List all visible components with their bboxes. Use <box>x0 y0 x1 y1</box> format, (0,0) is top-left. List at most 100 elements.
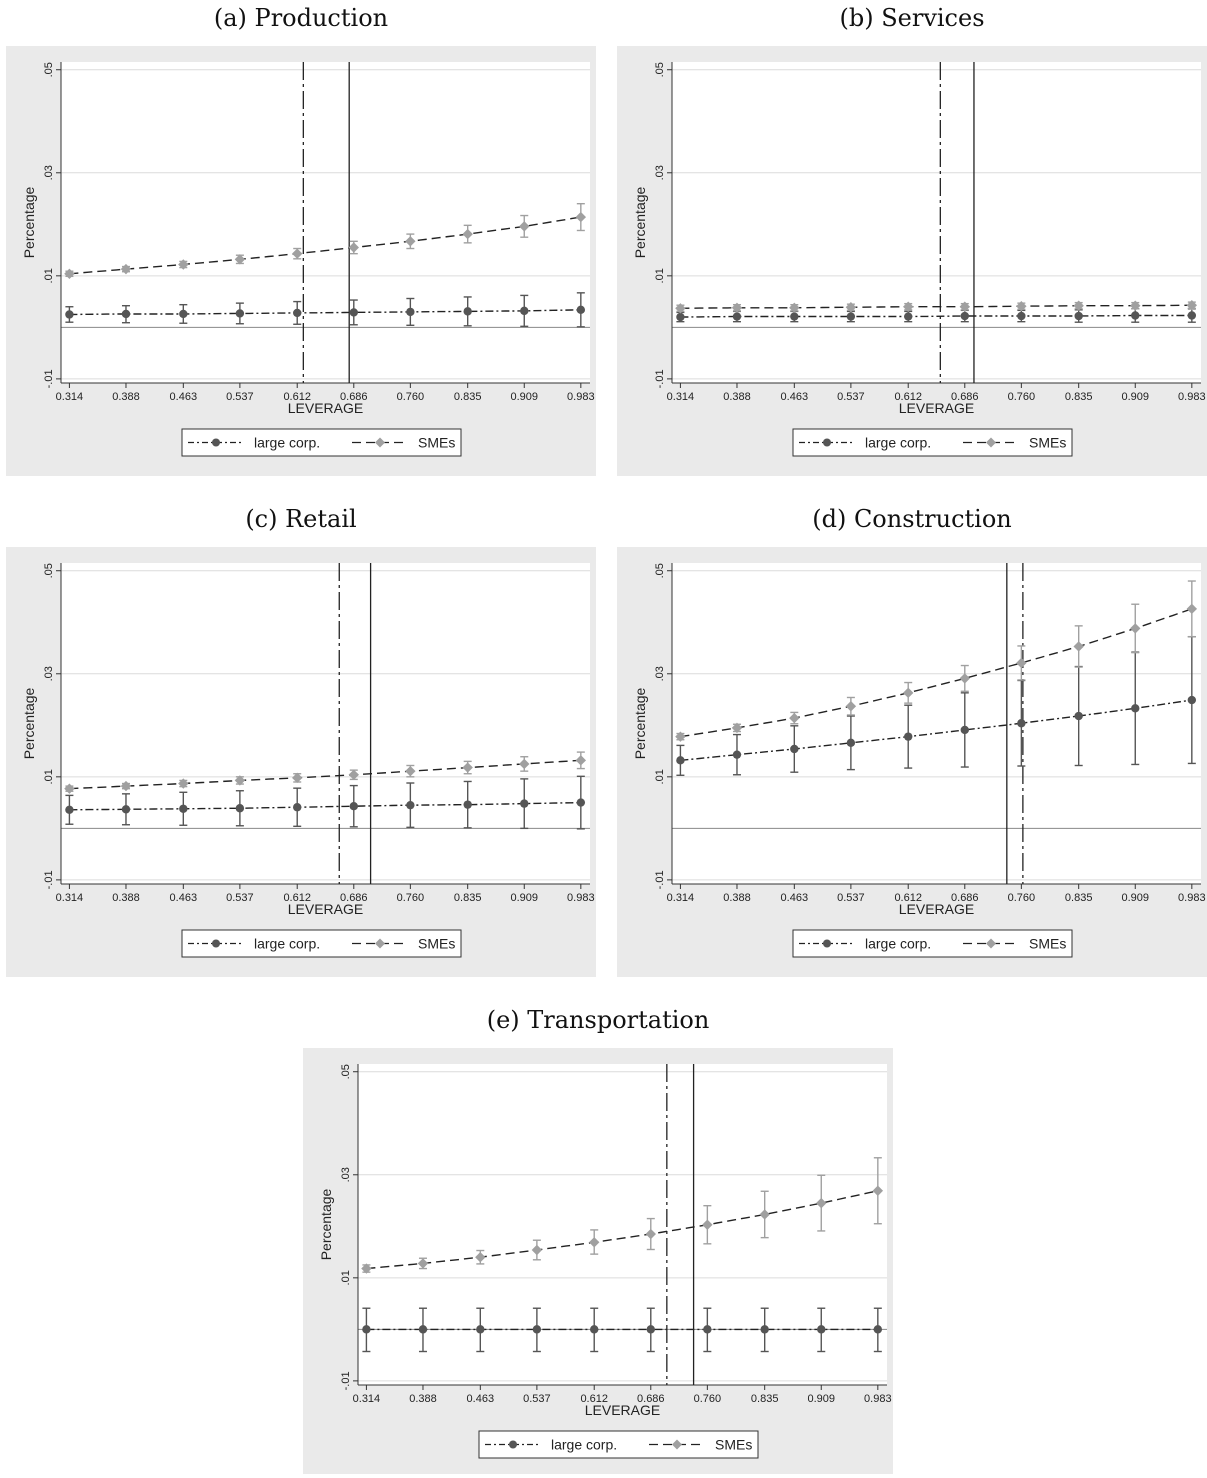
chart-svg: -.01 .01 .03 .05 Percentage 0.314 0.388 0.463 0.… <box>632 62 1206 457</box>
data-point-circle <box>179 804 188 813</box>
legend-item-large-corp: large corp. <box>188 936 320 952</box>
legend-marker-circle <box>823 939 831 948</box>
y-tick-label: -.01 <box>43 369 55 388</box>
legend-item-large-corp: large corp. <box>485 1437 617 1453</box>
x-tick-label: 0.388 <box>112 391 140 403</box>
legend-marker-diamond <box>672 1439 682 1450</box>
data-point-diamond <box>789 302 800 313</box>
data-point-circle <box>576 798 586 807</box>
legend-label: large corp. <box>254 435 320 451</box>
y-tick-label: .01 <box>654 268 666 283</box>
data-point-diamond <box>120 263 132 275</box>
data-point-circle <box>362 1325 371 1334</box>
y-axis-title: Percentage <box>21 687 37 759</box>
panel-b-title: (b) Services <box>839 4 985 32</box>
data-point-diamond <box>959 673 970 684</box>
data-point-circle <box>349 801 358 811</box>
legend-item-large-corp: large corp. <box>799 936 931 952</box>
panel-a-title: (a) Production <box>213 4 389 32</box>
legend-label: SMEs <box>418 936 455 952</box>
series-large-corp <box>362 1307 883 1353</box>
y-tick-label: .05 <box>43 563 55 578</box>
legend-marker-circle <box>823 438 831 447</box>
series-large-corp <box>676 635 1197 776</box>
data-point-circle <box>463 307 472 316</box>
data-point-circle <box>1074 311 1083 321</box>
y-axis-title: Percentage <box>632 186 648 258</box>
chart-panel-transportation: -.01 .01 .03 .05 Percentage 0.314 0.388 0.463 0.… <box>303 1048 893 1474</box>
data-point-circle <box>1017 719 1026 728</box>
legend-item-large-corp: large corp. <box>188 435 320 451</box>
chart-svg: -.01 .01 .03 .05 Percentage 0.314 0.388 0.463 0.… <box>21 62 595 457</box>
plot-area <box>672 563 1201 884</box>
data-point-circle <box>179 309 188 319</box>
data-point-circle <box>418 1325 428 1334</box>
x-tick-label: 0.835 <box>1065 892 1093 904</box>
data-point-diamond <box>292 248 303 259</box>
chart-svg: -.01 .01 .03 .05 Percentage 0.314 0.388 0.463 0.… <box>21 563 595 958</box>
y-tick-label: .05 <box>654 563 666 578</box>
data-point-diamond <box>1073 641 1084 652</box>
x-tick-label: 0.686 <box>951 391 979 403</box>
chart-panel-services: -.01 .01 .03 .05 Percentage 0.314 0.388 0.463 0.… <box>617 46 1207 476</box>
y-axis-title: Percentage <box>318 1188 334 1260</box>
chart-panel-retail: -.01 .01 .03 .05 Percentage 0.314 0.388 0.463 0.… <box>6 547 596 977</box>
data-point-diamond <box>589 1237 600 1248</box>
y-tick-label: -.01 <box>654 369 666 388</box>
y-tick-label: .03 <box>654 666 666 681</box>
y-tick-label: .03 <box>654 165 666 180</box>
x-tick-label: 0.835 <box>751 1393 779 1405</box>
x-tick-label: 0.388 <box>723 391 751 403</box>
data-point-circle <box>760 1325 769 1334</box>
x-tick-label: 0.835 <box>454 892 482 904</box>
legend-box <box>181 929 462 958</box>
data-point-diamond <box>405 236 416 247</box>
data-point-circle <box>520 306 529 316</box>
y-axis-title: Percentage <box>21 186 37 258</box>
x-tick-label: 0.835 <box>454 391 482 403</box>
plot-area <box>61 62 590 383</box>
plot-area <box>358 1064 887 1385</box>
x-tick-label: 0.388 <box>112 892 140 904</box>
y-tick-label: .01 <box>654 769 666 784</box>
legend-marker-circle <box>212 438 220 447</box>
series-line <box>69 759 581 790</box>
legend-item-smes: SMEs <box>649 1437 752 1453</box>
x-tick-label: 0.760 <box>694 1393 722 1405</box>
x-axis-title: LEVERAGE <box>288 901 363 917</box>
x-tick-label: 0.686 <box>951 892 979 904</box>
data-point-circle <box>532 1325 542 1334</box>
x-tick-label: 0.314 <box>667 892 695 904</box>
data-point-diamond <box>872 1185 884 1196</box>
data-point-circle <box>293 803 302 812</box>
chart-panel-production: -.01 .01 .03 .05 Percentage 0.314 0.388 0.463 0.… <box>6 46 596 476</box>
x-tick-label: 0.909 <box>510 391 538 403</box>
data-point-diamond <box>519 758 530 770</box>
y-tick-label: .01 <box>43 769 55 784</box>
series-line <box>680 699 1192 761</box>
legend-item-large-corp: large corp. <box>799 435 931 451</box>
data-point-circle <box>904 312 913 321</box>
x-tick-label: 0.760 <box>397 892 425 904</box>
series-line <box>680 608 1193 738</box>
y-tick-label: .01 <box>43 268 55 283</box>
chart-panel-construction: -.01 .01 .03 .05 Percentage 0.314 0.388 0.463 0.… <box>617 547 1207 977</box>
data-point-circle <box>790 744 799 754</box>
legend-marker-circle <box>212 939 220 948</box>
x-axis-title: LEVERAGE <box>288 400 363 416</box>
x-tick-label: 0.388 <box>723 892 751 904</box>
data-point-circle <box>1131 311 1140 320</box>
data-point-diamond <box>759 1209 770 1220</box>
y-tick-label: -.01 <box>340 1371 352 1390</box>
x-tick-label: 0.983 <box>567 391 595 403</box>
x-tick-label: 0.314 <box>56 892 84 904</box>
legend-box <box>792 428 1073 457</box>
data-point-diamond <box>903 301 914 312</box>
legend-box <box>478 1430 759 1459</box>
panel-d-title: (d) Construction <box>812 505 1012 533</box>
y-axis-title: Percentage <box>632 687 648 759</box>
x-tick-label: 0.537 <box>837 391 865 403</box>
x-tick-label: 0.909 <box>1121 391 1149 403</box>
data-point-circle <box>406 307 415 317</box>
x-tick-label: 0.537 <box>226 391 254 403</box>
